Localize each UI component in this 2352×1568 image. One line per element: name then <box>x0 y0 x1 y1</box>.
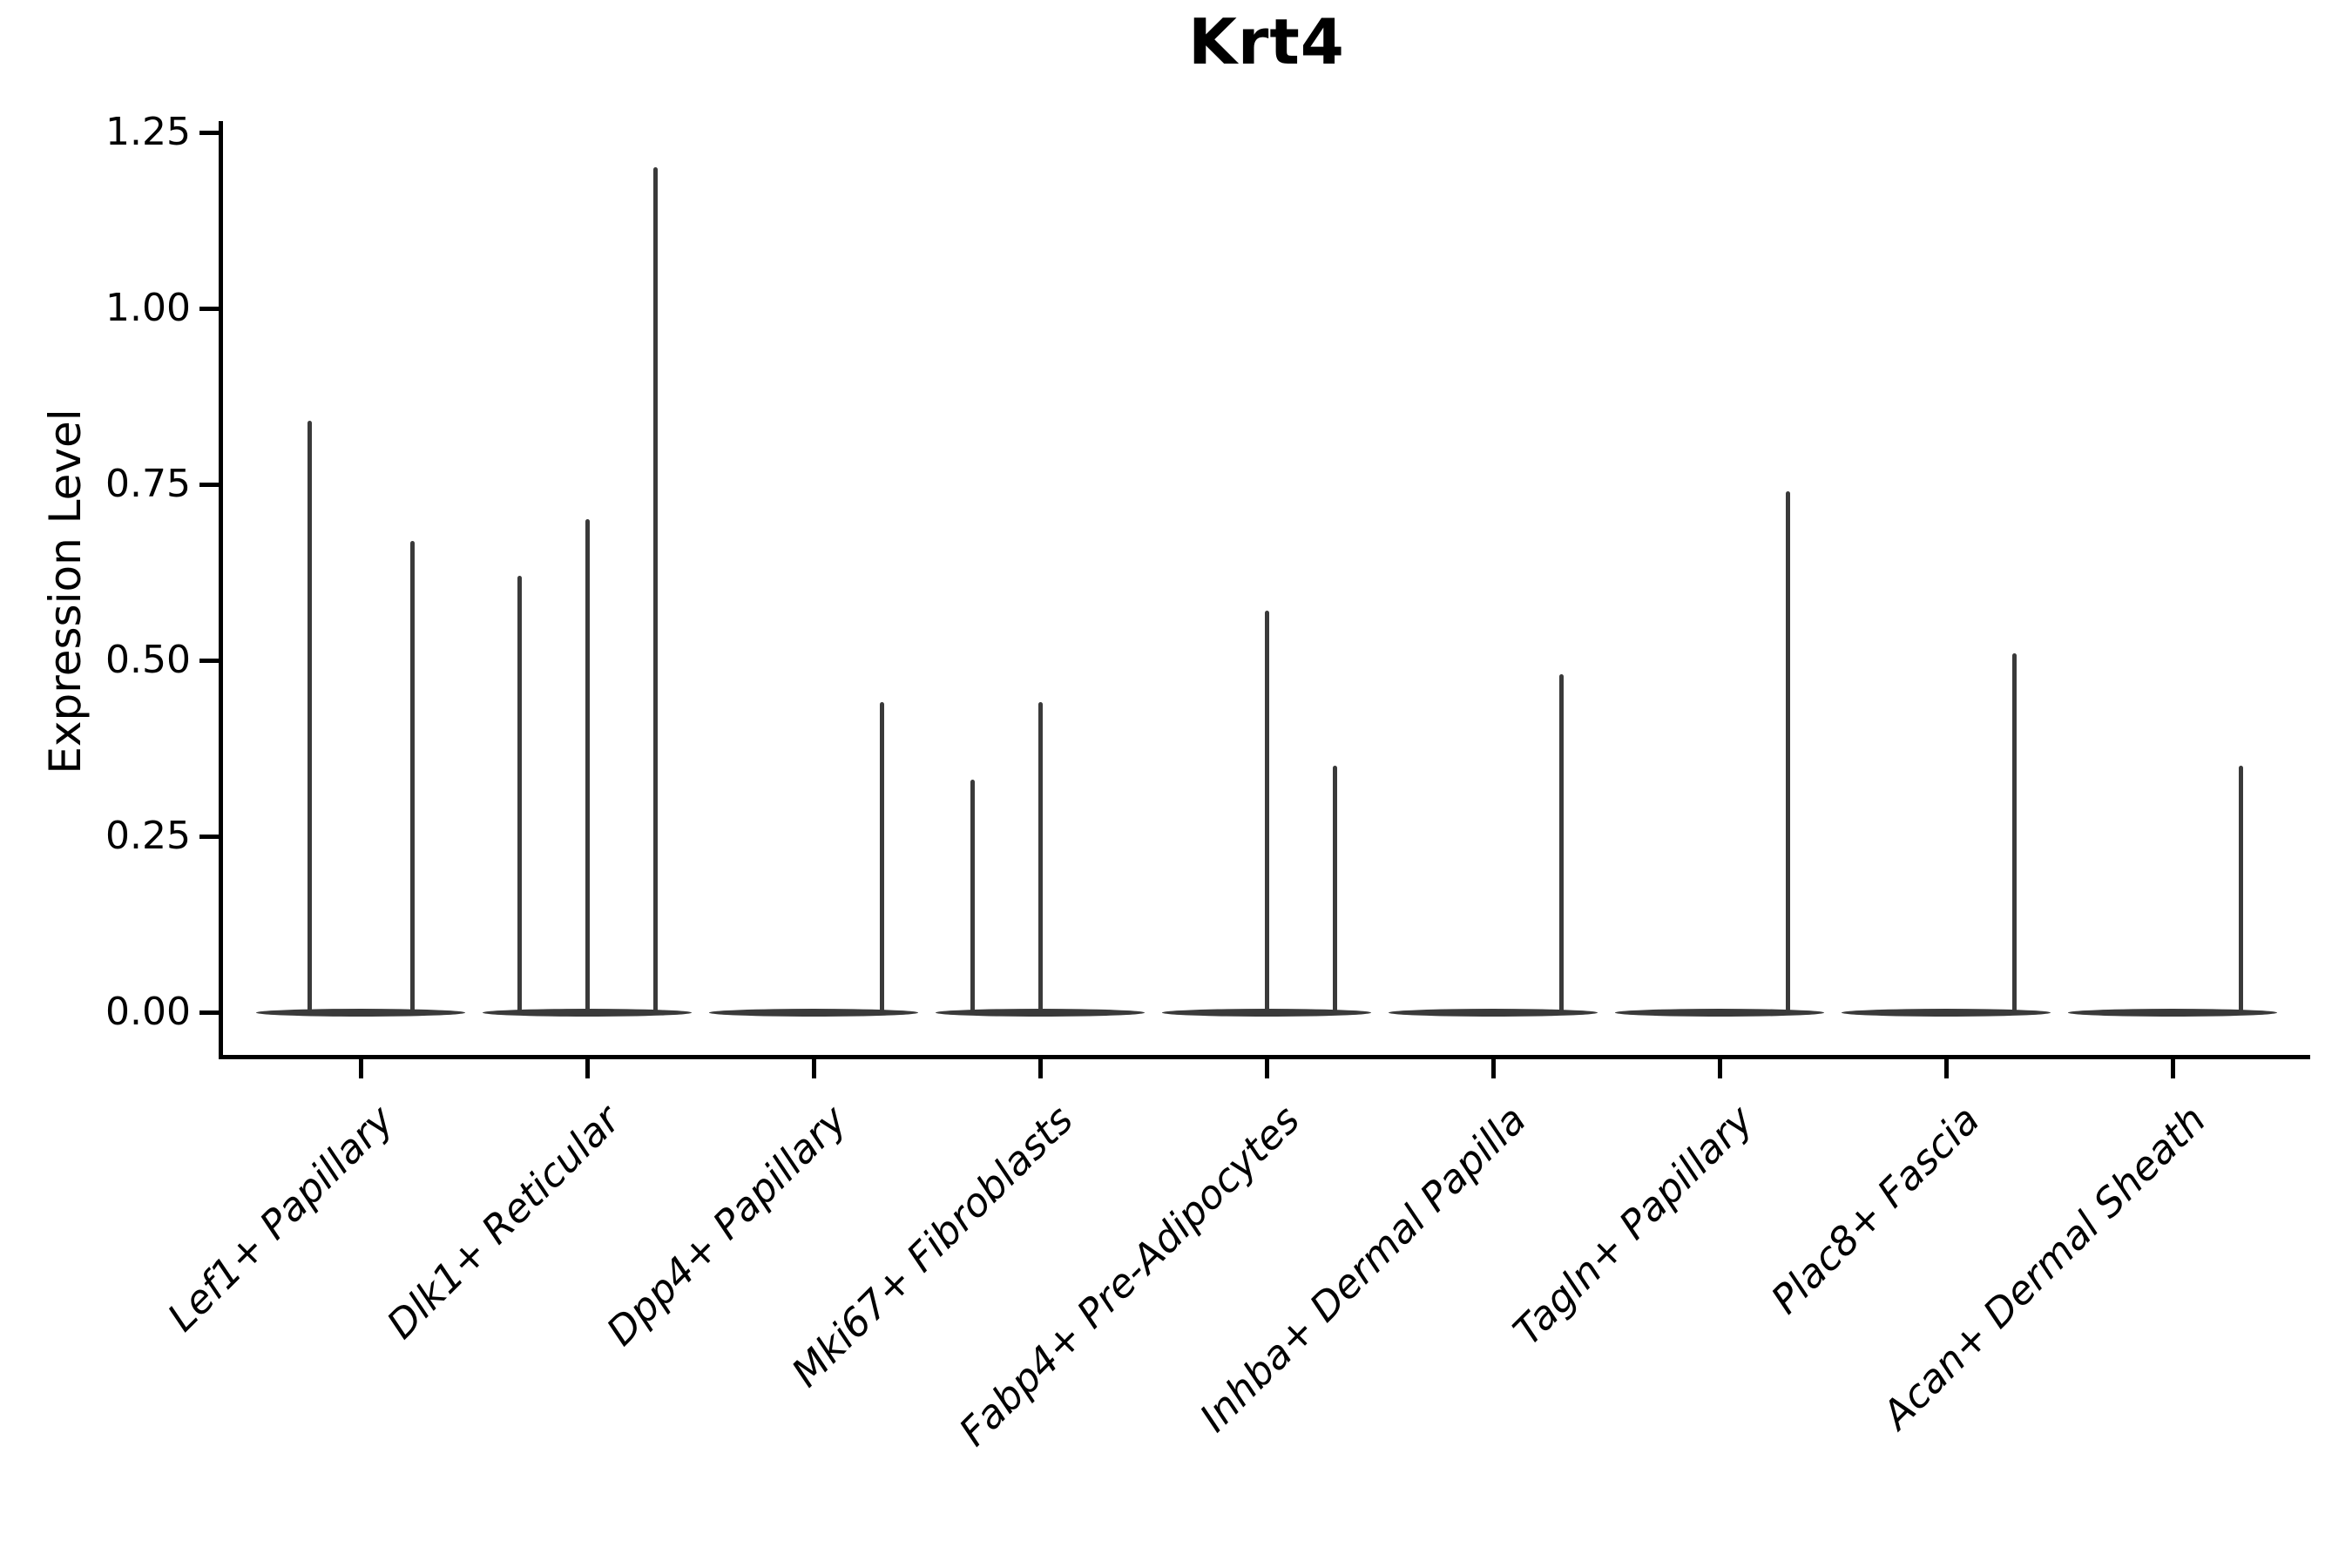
violin-spike <box>1558 674 1564 1015</box>
y-tick <box>199 659 219 663</box>
y-tick-label: 0.00 <box>105 990 191 1034</box>
violin-spike <box>1332 766 1337 1015</box>
y-tick-label: 0.75 <box>105 462 191 506</box>
x-tick <box>1038 1059 1043 1078</box>
x-tick-label: Plac8+ Fascia <box>1761 1096 1989 1323</box>
x-tick-label: Tagln+ Papillary <box>1504 1096 1762 1355</box>
y-tick <box>199 307 219 311</box>
violin-spike <box>307 421 312 1015</box>
y-tick <box>199 1010 219 1015</box>
x-tick-label: Lef1+ Papillary <box>159 1096 403 1341</box>
x-tick <box>359 1059 363 1078</box>
x-axis-spine <box>219 1055 2310 1059</box>
x-tick <box>812 1059 816 1078</box>
violin-spike <box>1037 702 1043 1015</box>
violin-spike <box>970 780 975 1015</box>
violin-spike <box>409 540 415 1015</box>
y-tick <box>199 835 219 839</box>
violin-spike <box>517 576 522 1015</box>
x-tick <box>2171 1059 2175 1078</box>
x-tick <box>1944 1059 1949 1078</box>
violin-spike <box>585 519 590 1015</box>
violin-spike <box>1264 611 1269 1015</box>
violin-body <box>1842 1008 2051 1017</box>
violin-body <box>2068 1008 2277 1017</box>
violin-body <box>1389 1008 1598 1017</box>
violin-body <box>1615 1008 1824 1017</box>
violin-spike <box>879 702 884 1015</box>
y-tick-label: 0.50 <box>105 638 191 682</box>
y-tick-label: 0.25 <box>105 814 191 858</box>
y-axis-spine <box>219 121 223 1059</box>
y-tick <box>199 131 219 135</box>
violin-body <box>256 1008 465 1017</box>
x-tick-label: Dpp4+ Papillary <box>597 1096 856 1355</box>
violin-body <box>709 1008 918 1017</box>
x-tick-label: Dlk1+ Reticular <box>377 1096 630 1348</box>
x-tick <box>1265 1059 1269 1078</box>
violin-spike <box>652 167 658 1015</box>
y-axis-label: Expression Level <box>40 409 91 774</box>
y-tick-label: 1.25 <box>105 110 191 154</box>
y-tick <box>199 483 219 487</box>
x-tick <box>1718 1059 1722 1078</box>
x-tick <box>585 1059 590 1078</box>
violin-spike <box>2238 766 2243 1015</box>
violin-spike <box>1785 491 1790 1015</box>
chart-title: Krt4 <box>1188 5 1345 78</box>
x-tick <box>1491 1059 1496 1078</box>
violin-spike <box>2011 652 2017 1015</box>
y-tick-label: 1.00 <box>105 286 191 330</box>
